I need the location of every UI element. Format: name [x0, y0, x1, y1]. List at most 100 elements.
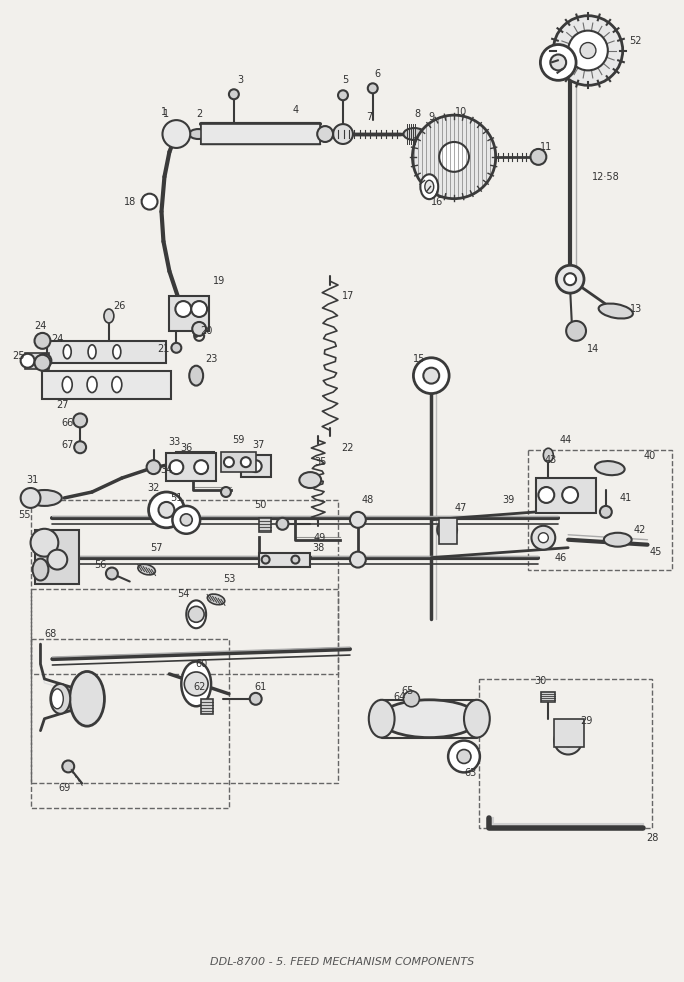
Text: 54: 54 [177, 589, 189, 599]
Text: 44: 44 [560, 435, 573, 445]
Circle shape [241, 458, 251, 467]
Bar [170, 297, 209, 331]
Circle shape [31, 528, 58, 557]
Text: 18: 18 [124, 196, 136, 206]
Ellipse shape [27, 490, 62, 506]
Text: 68: 68 [44, 629, 57, 639]
Circle shape [554, 727, 582, 754]
Text: 48: 48 [362, 495, 374, 505]
Ellipse shape [62, 377, 73, 393]
Circle shape [531, 149, 547, 165]
Circle shape [437, 519, 457, 540]
Ellipse shape [425, 181, 434, 193]
Circle shape [404, 691, 419, 707]
Circle shape [538, 487, 554, 503]
Text: 47: 47 [455, 503, 467, 513]
Text: 43: 43 [544, 456, 556, 465]
Circle shape [221, 487, 231, 497]
Bar [241, 456, 271, 477]
Circle shape [47, 550, 67, 570]
Circle shape [74, 441, 86, 454]
Ellipse shape [112, 377, 122, 393]
Bar [31, 589, 338, 784]
Circle shape [62, 760, 74, 773]
Text: 60: 60 [195, 659, 207, 669]
Circle shape [250, 693, 262, 705]
Bar [201, 699, 213, 714]
Text: 63: 63 [465, 768, 477, 779]
Bar [201, 124, 320, 144]
Circle shape [262, 556, 269, 564]
Text: 20: 20 [200, 326, 212, 336]
Text: 46: 46 [554, 553, 566, 563]
Text: 6: 6 [375, 70, 381, 80]
Text: 51: 51 [170, 493, 183, 503]
Text: 29: 29 [580, 716, 592, 726]
Bar [42, 370, 172, 399]
Bar [47, 341, 166, 362]
Text: 24: 24 [51, 334, 64, 344]
Circle shape [148, 492, 184, 527]
Bar [176, 453, 214, 477]
Circle shape [188, 606, 204, 623]
Circle shape [250, 461, 262, 472]
Bar [221, 453, 256, 472]
Bar [259, 518, 271, 532]
Circle shape [21, 488, 40, 508]
Bar [554, 719, 584, 746]
Text: 2: 2 [196, 109, 202, 119]
Circle shape [34, 355, 51, 370]
Circle shape [333, 124, 353, 144]
Text: 7: 7 [367, 112, 373, 122]
Bar [201, 124, 320, 144]
Text: 15: 15 [413, 354, 425, 363]
Circle shape [170, 461, 183, 474]
Ellipse shape [380, 700, 479, 737]
Text: 8: 8 [415, 109, 421, 119]
Ellipse shape [33, 559, 49, 580]
Text: 62: 62 [193, 682, 205, 692]
Circle shape [196, 458, 206, 467]
Bar [31, 639, 229, 808]
Text: 45: 45 [649, 547, 661, 557]
Text: 55: 55 [18, 510, 31, 519]
Circle shape [562, 487, 578, 503]
Circle shape [413, 357, 449, 394]
Circle shape [188, 459, 198, 468]
Text: 21: 21 [157, 344, 170, 354]
Ellipse shape [87, 377, 97, 393]
Circle shape [159, 502, 174, 518]
Text: 52: 52 [629, 35, 642, 45]
Text: 27: 27 [56, 401, 68, 410]
Bar [479, 679, 653, 828]
Ellipse shape [113, 345, 121, 358]
Circle shape [562, 735, 574, 746]
Text: 4: 4 [292, 105, 298, 115]
Circle shape [184, 672, 208, 696]
Circle shape [568, 30, 608, 71]
Text: 17: 17 [342, 291, 354, 301]
Circle shape [146, 461, 161, 474]
Text: 5: 5 [342, 76, 348, 85]
Text: 38: 38 [312, 543, 324, 553]
Circle shape [192, 322, 206, 336]
Circle shape [175, 301, 192, 317]
Circle shape [350, 512, 366, 527]
Text: 42: 42 [633, 524, 646, 535]
Text: 36: 36 [180, 443, 192, 454]
Text: 32: 32 [147, 483, 160, 493]
Ellipse shape [64, 345, 71, 358]
Text: 34: 34 [160, 465, 172, 475]
Ellipse shape [464, 700, 490, 737]
Circle shape [556, 265, 584, 293]
Text: 11: 11 [540, 142, 553, 152]
Circle shape [38, 354, 51, 367]
Text: 39: 39 [503, 495, 515, 505]
Circle shape [439, 142, 469, 172]
Circle shape [564, 273, 576, 285]
Circle shape [179, 458, 189, 467]
Text: 1: 1 [161, 107, 168, 117]
Circle shape [276, 518, 289, 529]
Text: 65: 65 [402, 685, 414, 696]
Circle shape [172, 506, 200, 534]
